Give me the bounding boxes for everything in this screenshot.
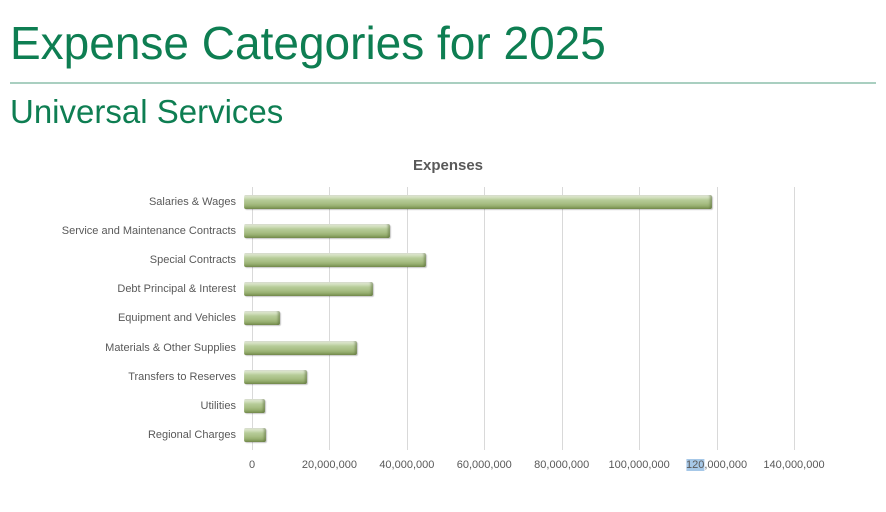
bar-track [244, 245, 786, 274]
bar-track [244, 275, 786, 304]
chart-bar-row: Utilities [10, 391, 886, 420]
chart-bar-row: Special Contracts [10, 245, 886, 274]
category-label: Service and Maintenance Contracts [61, 224, 236, 237]
bar-track [244, 421, 786, 450]
page-subtitle: Universal Services [10, 93, 284, 130]
bar-rows: Salaries & Wages Service and Maintenance … [10, 187, 886, 450]
x-axis-tick: 140,000,000 [763, 459, 825, 471]
gridline [484, 187, 486, 450]
gridline [716, 187, 718, 450]
plot-area: Salaries & Wages Service and Maintenance … [10, 187, 886, 450]
chart-bar-row: Transfers to Reserves [10, 362, 886, 391]
bar [244, 340, 358, 355]
gridline [561, 187, 563, 450]
category-label: Equipment and Vehicles [117, 312, 236, 325]
chart-bar-row: Materials & Other Supplies [10, 333, 886, 362]
bar [244, 252, 426, 267]
gridline [329, 187, 331, 450]
bar [244, 428, 267, 443]
chart-bar-row: Equipment and Vehicles [10, 304, 886, 333]
chart-title: Expenses [412, 157, 484, 174]
gridline [794, 187, 795, 450]
bar-track [244, 304, 786, 333]
x-axis-tick: 20,000,000 [301, 459, 357, 471]
gridline [406, 187, 408, 450]
x-axis-tick: 120,000,000 [685, 459, 748, 471]
gridline [639, 187, 641, 450]
bar [244, 369, 308, 384]
x-axis-tick: 0 [248, 459, 256, 471]
bar [244, 282, 374, 297]
category-label: Special Contracts [149, 253, 236, 266]
x-axis-tick: 40,000,000 [379, 459, 435, 471]
bar [244, 311, 281, 326]
chart-bar-row: Service and Maintenance Contracts [10, 216, 886, 245]
highlighted-text: 120 [685, 459, 705, 471]
bar [244, 398, 265, 413]
bar [244, 223, 390, 238]
x-axis-tick: 60,000,000 [456, 459, 512, 471]
bar-track [244, 216, 786, 245]
category-label: Regional Charges [147, 429, 236, 442]
category-label: Utilities [200, 399, 236, 412]
category-label: Debt Principal & Interest [117, 283, 236, 296]
header-divider [10, 82, 876, 84]
chart-bar-row: Debt Principal & Interest [10, 275, 886, 304]
category-label: Salaries & Wages [148, 195, 236, 208]
expenses-bar-chart: Expenses Salaries & Wages Service and Mai… [10, 157, 886, 472]
bar-track [244, 333, 786, 362]
bar-track [244, 391, 786, 420]
x-axis: 0 20,000,000 40,000,000 60,000,000 80,000,00… [248, 450, 825, 472]
bar-track [244, 187, 786, 216]
category-label: Materials & Other Supplies [105, 341, 236, 354]
chart-bar-row: Regional Charges [10, 421, 886, 450]
bar-track [244, 362, 786, 391]
x-axis-tick: 80,000,000 [534, 459, 590, 471]
page-title: Expense Categories for 2025 [10, 17, 606, 69]
bar [244, 194, 712, 209]
category-label: Transfers to Reserves [128, 370, 236, 383]
chart-bar-row: Salaries & Wages [10, 187, 886, 216]
x-axis-tick: 100,000,000 [608, 459, 670, 471]
page-header: Expense Categories for 2025 Universal Se… [0, 0, 886, 128]
